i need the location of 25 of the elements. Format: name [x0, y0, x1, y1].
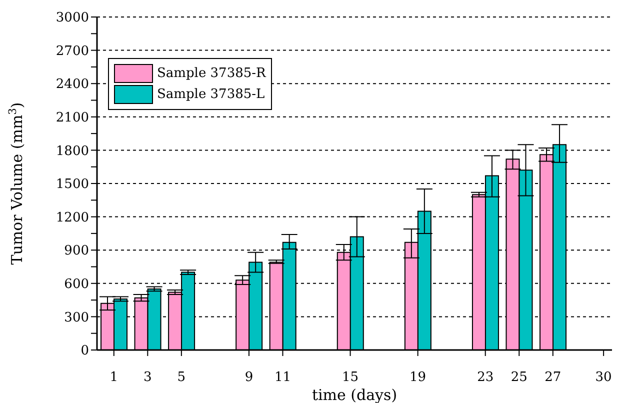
x-axis-title: time (days) [312, 386, 398, 403]
x-tick-label: 11 [274, 370, 292, 386]
y-tick-label: 600 [64, 277, 89, 292]
y-tick-label: 2100 [56, 110, 89, 126]
y-tick-label: 900 [64, 244, 89, 259]
x-tick-label: 9 [244, 370, 254, 386]
x-tick-label: 15 [342, 370, 359, 386]
x-tick-label: 1 [110, 370, 118, 386]
y-tick-label: 3000 [56, 10, 89, 26]
x-tick-label: 30 [595, 370, 612, 386]
legend-label: Sample 37385-L [157, 87, 265, 102]
legend-label: Sample 37385-R [157, 66, 266, 81]
y-tick-label: 1500 [56, 177, 89, 192]
y-tick-label: 1800 [56, 144, 89, 159]
x-tick-label: 23 [477, 370, 494, 386]
y-tick-label: 2400 [56, 77, 89, 92]
x-tick-label: 3 [144, 370, 152, 386]
y-tick-label: 1200 [56, 210, 89, 226]
y-tick-label: 2700 [56, 44, 89, 59]
x-tick-label: 25 [510, 370, 528, 386]
x-tick-label: 27 [544, 370, 562, 386]
x-tick-label: 5 [177, 370, 186, 386]
x-tick-label: 19 [410, 370, 426, 386]
y-tick-label: 0 [80, 344, 89, 359]
y-tick-label: 300 [64, 310, 89, 326]
